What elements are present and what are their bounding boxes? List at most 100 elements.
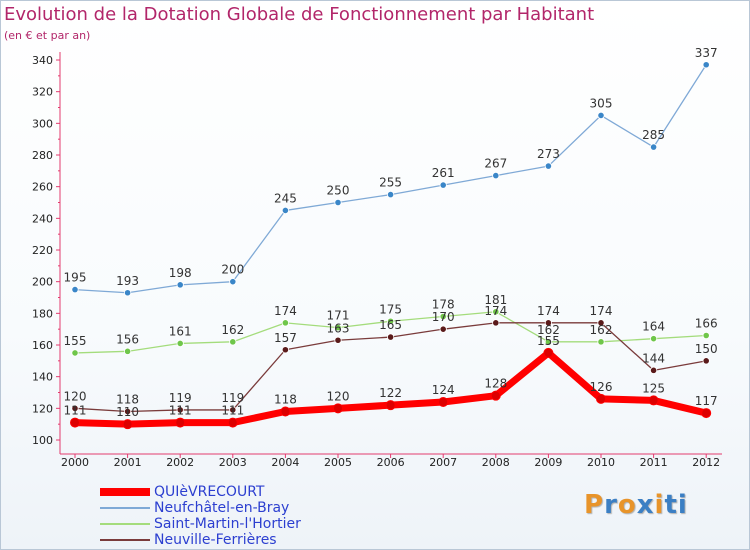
data-point <box>280 406 291 417</box>
data-label: 273 <box>537 147 560 161</box>
legend-label: Saint-Martin-l'Hortier <box>154 516 301 532</box>
legend-swatch-saint-martin <box>100 523 150 525</box>
y-tick-label: 280 <box>32 149 53 162</box>
data-point <box>544 162 553 170</box>
y-tick-label: 200 <box>32 276 53 289</box>
data-label: 285 <box>642 128 665 142</box>
logo-letter: r <box>604 490 618 520</box>
data-point <box>649 143 658 151</box>
x-tick-label: 2007 <box>429 456 457 469</box>
data-label: 161 <box>169 324 192 338</box>
data-point <box>648 395 659 406</box>
data-label: 174 <box>537 304 560 318</box>
legend-swatch-quievrecourt <box>100 488 150 496</box>
data-label: 144 <box>642 351 665 365</box>
y-tick-label: 120 <box>32 402 53 415</box>
y-tick-label: 300 <box>32 117 53 130</box>
y-tick-label: 100 <box>32 434 53 447</box>
x-tick-label: 2001 <box>114 456 142 469</box>
data-label: 267 <box>484 157 507 171</box>
data-label: 165 <box>379 318 402 332</box>
chart-subtitle: (en € et par an) <box>4 29 91 42</box>
logo-letter: i <box>654 490 665 520</box>
data-point <box>490 390 501 401</box>
data-point <box>544 338 553 346</box>
proxiti-logo: Proxiti <box>584 490 688 520</box>
y-tick-label: 320 <box>32 86 53 99</box>
data-point <box>71 285 79 294</box>
y-tick-label: 260 <box>32 181 53 194</box>
data-point <box>71 404 79 412</box>
x-tick-label: 2004 <box>271 456 299 469</box>
data-label: 125 <box>642 381 665 395</box>
data-label: 150 <box>695 342 718 356</box>
data-label: 174 <box>274 304 297 318</box>
y-tick-label: 140 <box>32 371 53 384</box>
data-label: 250 <box>327 184 350 198</box>
data-point <box>334 336 342 344</box>
data-label: 195 <box>64 271 87 285</box>
data-label: 118 <box>274 393 297 407</box>
data-point <box>439 325 447 333</box>
data-label: 157 <box>274 331 297 345</box>
x-tick-label: 2012 <box>692 456 720 469</box>
logo-letter: o <box>617 490 637 520</box>
data-point <box>229 338 237 346</box>
data-point <box>281 346 289 354</box>
series-1 <box>71 61 710 297</box>
logo-letter: i <box>677 490 688 520</box>
data-point <box>439 312 447 321</box>
x-tick-label: 2008 <box>482 456 510 469</box>
y-tick-label: 220 <box>32 244 53 257</box>
data-point <box>597 111 605 120</box>
data-label: 174 <box>484 304 507 318</box>
series-2 <box>71 308 710 357</box>
data-point <box>124 289 132 297</box>
y-tick-label: 160 <box>32 339 53 352</box>
data-label: 261 <box>432 166 455 180</box>
x-tick-label: 2000 <box>61 456 89 469</box>
data-point <box>124 347 132 355</box>
x-tick-label: 2011 <box>640 456 668 469</box>
data-label: 155 <box>537 334 560 348</box>
data-label: 111 <box>169 404 192 418</box>
data-label: 178 <box>432 298 455 312</box>
data-label: 119 <box>169 391 192 405</box>
data-point <box>124 407 132 416</box>
logo-letter: x <box>636 490 655 520</box>
data-label: 200 <box>221 263 244 277</box>
data-point <box>438 397 449 408</box>
data-point <box>439 181 447 189</box>
data-point <box>597 319 605 327</box>
data-point <box>597 338 605 346</box>
data-point <box>386 190 395 199</box>
data-point <box>386 317 395 325</box>
data-point <box>229 406 237 414</box>
logo-letter: P <box>584 490 605 520</box>
data-label: 163 <box>327 321 350 335</box>
data-label: 305 <box>590 96 613 110</box>
data-label: 156 <box>116 332 139 346</box>
data-label: 117 <box>695 394 718 408</box>
data-point <box>70 417 80 428</box>
legend-swatch-neufchatel <box>100 507 150 509</box>
data-point <box>702 357 710 365</box>
data-label: 193 <box>116 274 139 288</box>
data-label: 111 <box>64 404 87 418</box>
y-tick-label: 180 <box>32 307 53 320</box>
data-point <box>281 206 289 215</box>
data-point <box>544 319 553 327</box>
data-label: 155 <box>64 334 87 348</box>
line-chart: 100 120 140 160 180 200 220 240 260 280 300 320 340 2… <box>32 46 722 469</box>
data-point <box>229 278 237 286</box>
data-label: 120 <box>64 389 87 403</box>
data-point <box>333 403 343 414</box>
data-point <box>649 335 658 343</box>
data-point <box>543 347 554 358</box>
chart-title: Evolution de la Dotation Globale de Fonc… <box>4 4 595 25</box>
data-point <box>386 333 395 341</box>
data-label: 164 <box>642 320 665 334</box>
data-label: 110 <box>116 405 139 419</box>
data-label: 337 <box>695 46 718 60</box>
data-point <box>649 366 658 374</box>
